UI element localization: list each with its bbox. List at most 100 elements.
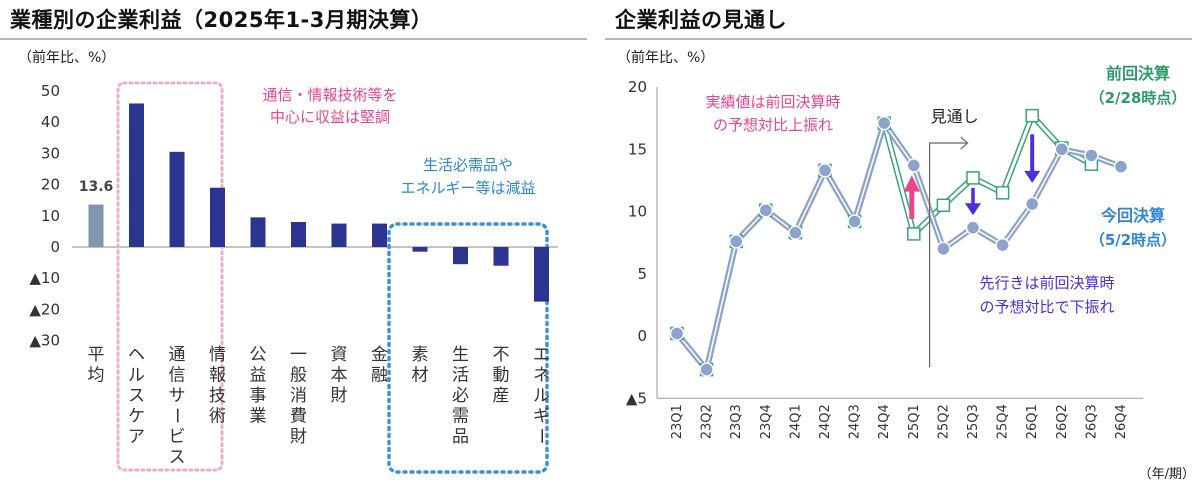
series-point-previous bbox=[907, 227, 921, 241]
svg-text:ル: ル bbox=[533, 386, 550, 406]
bar bbox=[129, 103, 144, 247]
previous-series-label-line2: （2/28時点） bbox=[1090, 89, 1187, 107]
category-label: 資本財 bbox=[331, 345, 348, 406]
y-tick-label: 20 bbox=[628, 78, 647, 96]
y-tick-label: 10 bbox=[41, 207, 60, 225]
svg-text:信: 信 bbox=[169, 366, 186, 386]
svg-text:本: 本 bbox=[331, 366, 348, 386]
left-title-rule bbox=[0, 38, 587, 40]
x-tick-label: 25Q4 bbox=[996, 404, 1011, 439]
series-line-current bbox=[674, 120, 1123, 373]
svg-text:需: 需 bbox=[452, 407, 469, 427]
svg-text:融: 融 bbox=[371, 366, 388, 386]
category-label: 不動産 bbox=[493, 345, 510, 406]
svg-text:ル: ル bbox=[128, 366, 145, 386]
x-tick-label: 24Q4 bbox=[877, 404, 892, 439]
sector-profit-bar-chart: （前年比、%）50403020100▲10▲20▲30平均ヘルスケア通信サービス… bbox=[18, 49, 558, 474]
right-title-rule bbox=[605, 38, 1192, 40]
y-tick-label: ▲30 bbox=[29, 332, 60, 350]
svg-text:財: 財 bbox=[331, 386, 348, 406]
series-point-current bbox=[1084, 148, 1099, 163]
current-series-label-line1: 今回決算 bbox=[1100, 206, 1165, 225]
bar bbox=[534, 247, 549, 302]
category-label: 素材 bbox=[412, 345, 429, 386]
purple-down-arrow-25q3-head bbox=[965, 203, 981, 216]
pink-annotation-line1: 実績値は前回決算時 bbox=[705, 93, 840, 111]
series-point-previous bbox=[995, 186, 1010, 200]
svg-text:通: 通 bbox=[169, 345, 186, 365]
x-tick-label: 26Q3 bbox=[1084, 404, 1099, 439]
svg-text:般: 般 bbox=[290, 366, 307, 386]
svg-text:ギ: ギ bbox=[533, 407, 550, 427]
y-tick-label: 40 bbox=[41, 113, 60, 131]
y-tick-label: 0 bbox=[637, 327, 647, 345]
bar bbox=[88, 204, 104, 247]
series-point-current bbox=[965, 220, 981, 235]
bar bbox=[331, 223, 347, 247]
svg-text:技: 技 bbox=[209, 386, 226, 406]
svg-text:金: 金 bbox=[371, 345, 388, 365]
y-tick-label: 0 bbox=[50, 238, 60, 256]
series-point-current bbox=[728, 234, 744, 249]
blue-annotation-line2: エネルギー等は減益 bbox=[400, 179, 535, 197]
y-tick-label: 5 bbox=[637, 265, 647, 283]
series-point-current bbox=[669, 326, 685, 341]
bar bbox=[169, 151, 185, 247]
series-point-current bbox=[758, 203, 774, 218]
svg-text:必: 必 bbox=[452, 386, 469, 406]
purple-annotation-line1: 先行きは前回決算時 bbox=[979, 274, 1114, 292]
left-chart-title: 業種別の企業利益（2025年1-3月期決算） bbox=[10, 8, 433, 32]
svg-text:ア: ア bbox=[128, 427, 145, 447]
previous-series-label-line1: 前回決算 bbox=[1106, 64, 1170, 83]
svg-text:均: 均 bbox=[88, 366, 105, 386]
x-axis-label: （年/期） bbox=[1139, 467, 1195, 482]
svg-text:ス: ス bbox=[169, 448, 186, 468]
x-tick-label: 23Q4 bbox=[759, 404, 774, 439]
x-tick-label: 26Q1 bbox=[1025, 404, 1040, 439]
left-chart-panel: 業種別の企業利益（2025年1-3月期決算） （前年比、%） 50 40 30 20 10… bbox=[0, 0, 595, 490]
series-line-current-inner bbox=[676, 122, 1122, 371]
x-tick-label: 25Q3 bbox=[966, 404, 981, 439]
x-tick-label: 24Q2 bbox=[818, 404, 833, 439]
svg-text:ネ: ネ bbox=[533, 366, 550, 386]
y-tick-label: ▲10 bbox=[29, 269, 60, 287]
category-label: 生活必需品 bbox=[452, 345, 469, 447]
series-point-current bbox=[876, 115, 892, 131]
category-label: 平均 bbox=[88, 345, 105, 386]
svg-text:ス: ス bbox=[128, 386, 145, 406]
series-point-current bbox=[995, 237, 1010, 253]
svg-text:業: 業 bbox=[250, 407, 267, 427]
series-point-current bbox=[1113, 159, 1129, 174]
category-label: エネルギー bbox=[531, 345, 551, 445]
series-point-current bbox=[788, 225, 803, 240]
category-label: 情報技術 bbox=[209, 345, 226, 427]
x-tick-label: 24Q1 bbox=[788, 404, 803, 439]
svg-text:術: 術 bbox=[209, 407, 226, 427]
series-point-previous bbox=[936, 198, 951, 213]
x-tick-label: 24Q3 bbox=[848, 404, 863, 439]
blue-annotation-line1: 生活必需品や bbox=[423, 156, 513, 174]
svg-text:一: 一 bbox=[290, 345, 307, 365]
y-tick-label: ▲20 bbox=[29, 300, 60, 318]
svg-text:平: 平 bbox=[88, 345, 105, 365]
x-tick-label: 25Q1 bbox=[907, 404, 922, 439]
series-point-current bbox=[1054, 142, 1070, 157]
pink-up-arrowhead bbox=[903, 175, 920, 192]
y-axis-label: （前年比、%） bbox=[18, 49, 115, 66]
svg-text:材: 材 bbox=[412, 366, 429, 386]
series-point-current bbox=[817, 163, 833, 178]
pink-annotation-line1: 通信・情報技術等を bbox=[262, 86, 397, 104]
average-value-label: 13.6 bbox=[79, 179, 114, 195]
y-tick-label: 20 bbox=[41, 176, 60, 194]
svg-text:ビ: ビ bbox=[169, 427, 186, 447]
series-point-current bbox=[699, 362, 714, 377]
svg-text:活: 活 bbox=[452, 366, 469, 386]
bar bbox=[453, 247, 468, 265]
y-tick-label: ▲5 bbox=[626, 389, 647, 407]
pink-annotation-line2: 中心に収益は堅調 bbox=[270, 108, 390, 126]
series-point-current bbox=[1024, 196, 1040, 212]
svg-text:公: 公 bbox=[250, 345, 267, 365]
svg-text:品: 品 bbox=[452, 427, 469, 447]
